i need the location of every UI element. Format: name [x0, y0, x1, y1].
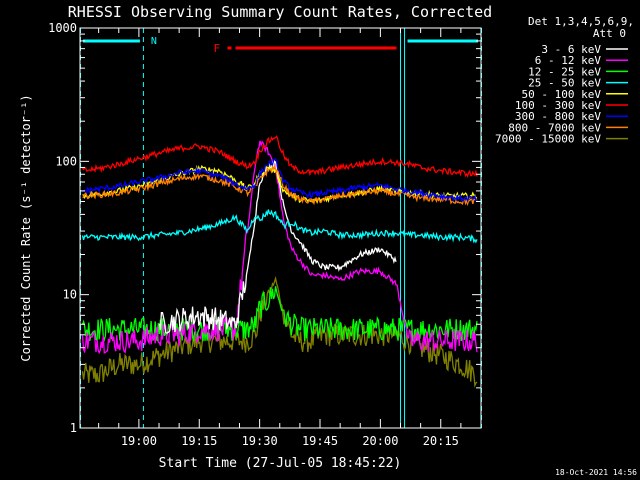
- legend-label: 50 - 100 keV: [522, 88, 602, 101]
- series-layer: [81, 135, 478, 388]
- series-line-100-300-kev: [82, 135, 478, 178]
- night-label: N: [151, 36, 157, 47]
- y-axis-label: Corrected Count Rate (s⁻¹ detector⁻¹): [19, 94, 33, 361]
- legend-header-line2: Att 0: [593, 27, 626, 40]
- axes-layer: 1 10 100 1000 19:00 19:15 19:30 19:45 20:00 20:15: [48, 21, 482, 448]
- legend-label: 800 - 7000 keV: [508, 121, 601, 134]
- x-tick-label: 19:15: [181, 434, 217, 448]
- y-tick-label: 1000: [48, 21, 77, 35]
- y-tick-label: 10: [63, 288, 77, 302]
- legend-label: 25 - 50 keV: [528, 77, 601, 90]
- legend-label: 3 - 6 keV: [541, 43, 601, 56]
- legend-label: 12 - 25 keV: [528, 65, 601, 78]
- series-line-12-25-kev: [81, 286, 478, 343]
- series-line-25-50-kev: [81, 209, 478, 244]
- x-axis-label: Start Time (27-Jul-05 18:45:22): [159, 456, 402, 471]
- legend-label: 100 - 300 keV: [515, 99, 601, 112]
- x-tick-label: 20:15: [423, 434, 459, 448]
- plot-frame: [79, 27, 482, 429]
- legend-label: 300 - 800 keV: [515, 110, 601, 123]
- x-tick-label: 19:30: [242, 434, 278, 448]
- series-line-800-7000-kev: [82, 164, 478, 207]
- series-line-6-12-kev: [81, 140, 478, 355]
- x-tick-label: 19:45: [302, 434, 338, 448]
- legend-header-line1: Det 1,3,4,5,6,9,: [528, 15, 634, 28]
- x-tick-label: 20:00: [362, 434, 398, 448]
- y-tick-label: 100: [55, 154, 77, 168]
- legend-label: 6 - 12 keV: [535, 54, 602, 67]
- legend-label: 7000 - 15000 keV: [495, 133, 601, 146]
- y-tick-label: 1: [70, 421, 77, 435]
- timestamp: 18-Oct-2021 14:56: [555, 468, 637, 477]
- series-line-300-800-kev: [82, 158, 478, 204]
- x-tick-label: 19:00: [121, 434, 157, 448]
- chart-title: RHESSI Observing Summary Count Rates, Co…: [68, 3, 492, 21]
- flare-label: F: [213, 42, 220, 55]
